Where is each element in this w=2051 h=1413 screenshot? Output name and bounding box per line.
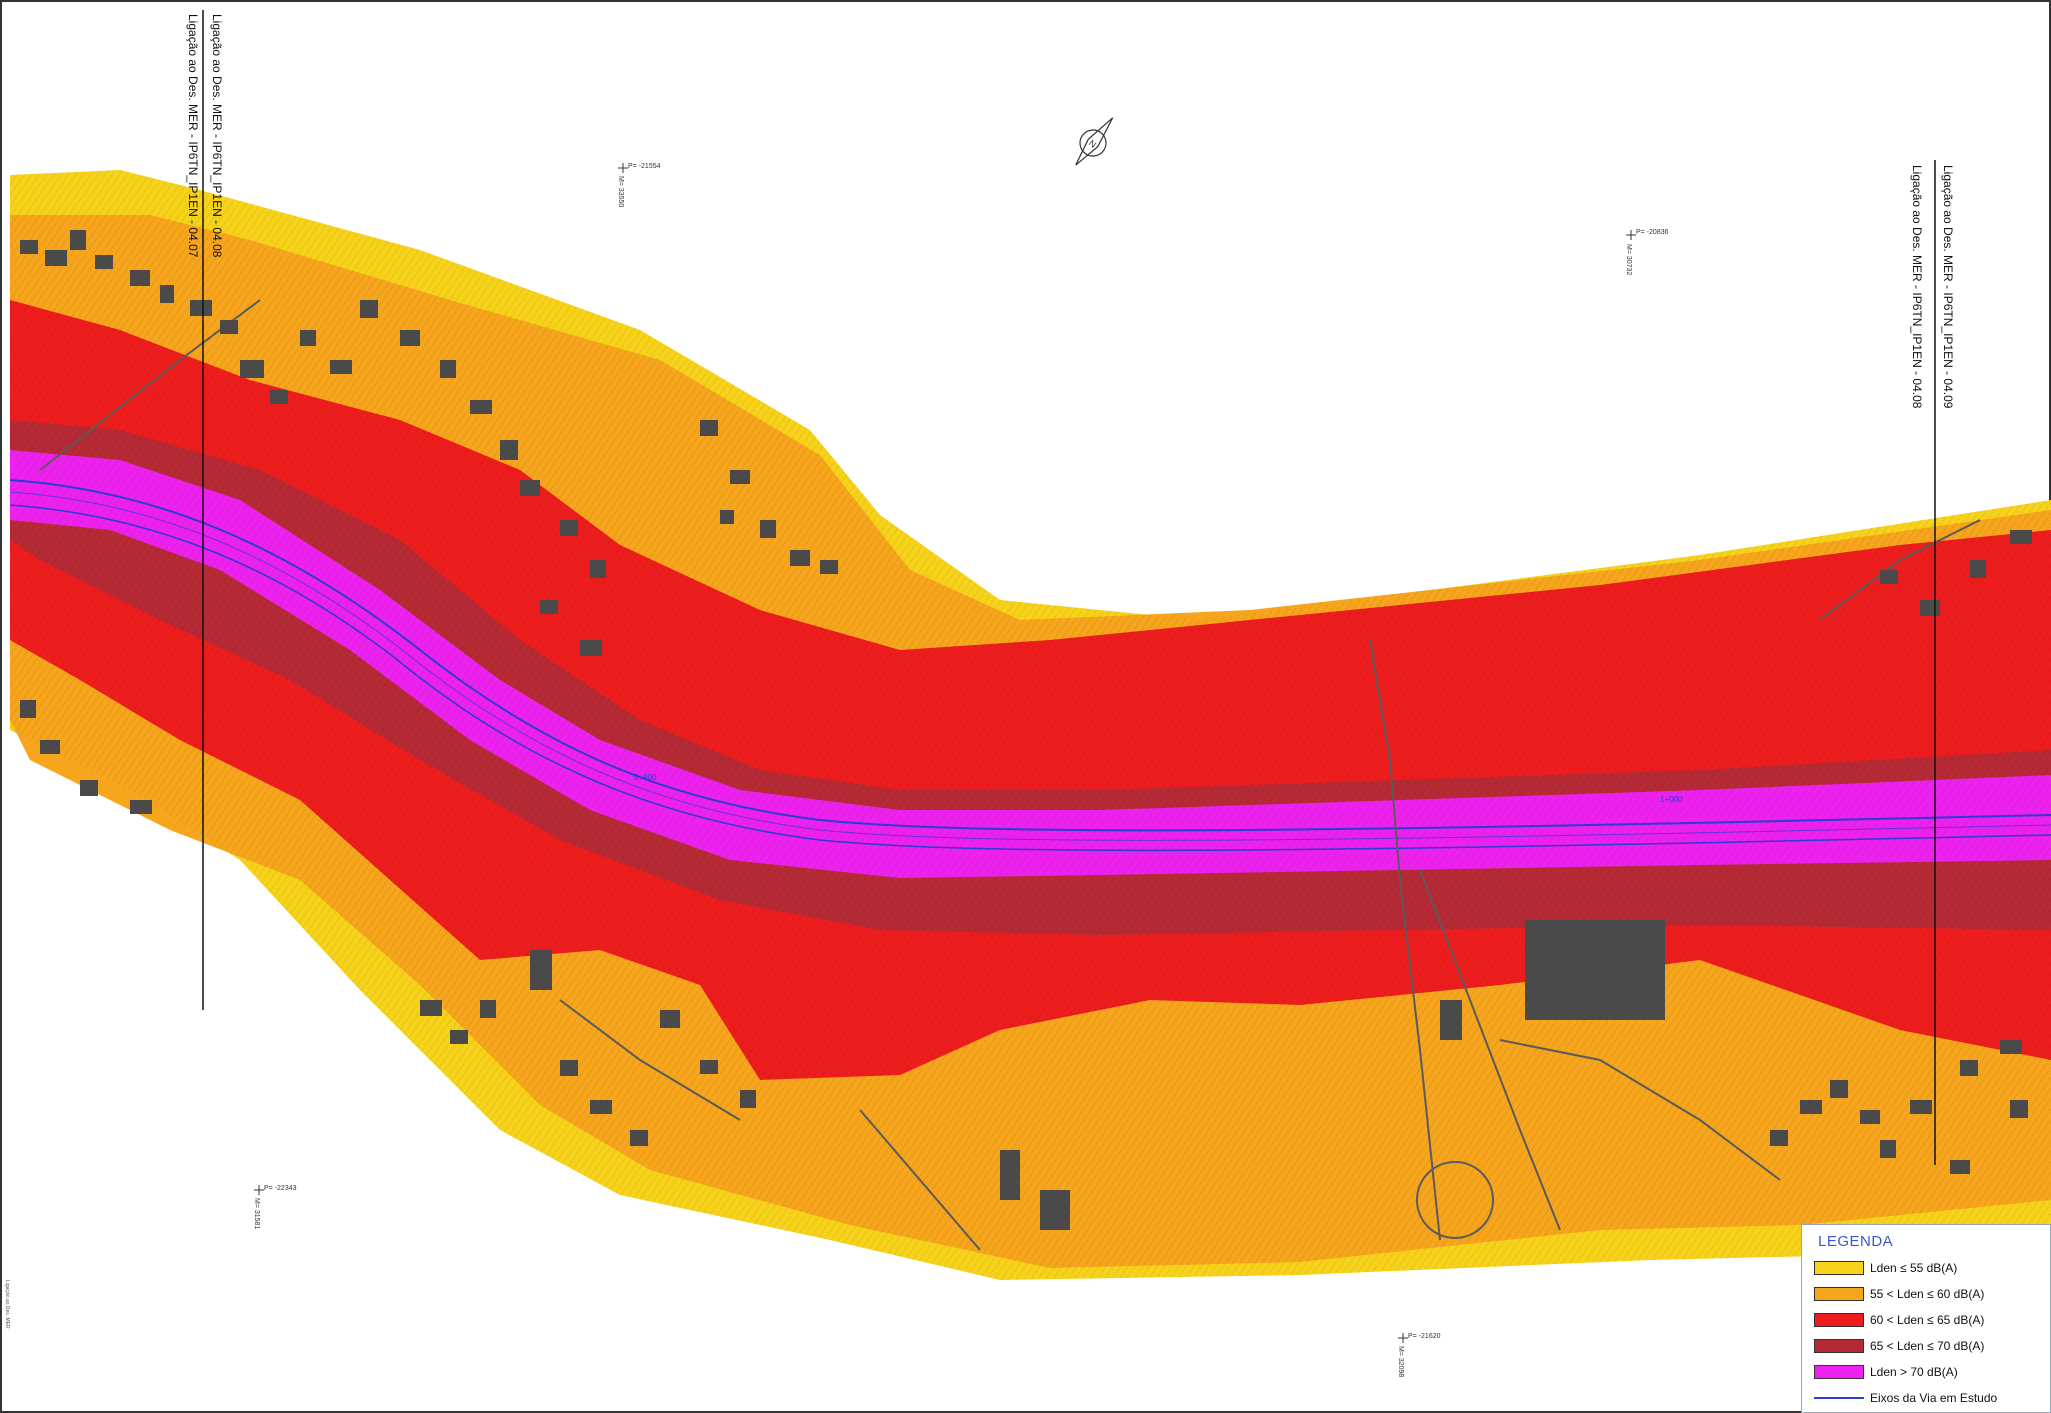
sheet-label-left-b: Ligação ao Des. MER - IP6TN_IP1EN - 04.0…	[186, 14, 200, 258]
sheet-label-right-b: Ligação ao Des. MER - IP6TN_IP1EN - 04.0…	[1910, 165, 1924, 409]
legend: LEGENDA Lden ≤ 55 dB(A) 55 < Lden ≤ 60 d…	[1801, 1224, 2051, 1413]
sheet-label-right-a: Ligação ao Des. MER - IP6TN_IP1EN - 04.0…	[1941, 165, 1955, 409]
legend-item-60-65: 60 < Lden ≤ 65 dB(A)	[1814, 1311, 1984, 1329]
north-arrow-letter: N	[1087, 138, 1098, 150]
side-strip-text: Ligação ao Des. MER	[4, 1280, 10, 1329]
legend-item-gt70: Lden > 70 dB(A)	[1814, 1363, 1958, 1381]
road-axes	[9, 479, 2051, 852]
coord-x-label: P= -21620	[1408, 1333, 1441, 1340]
legend-label: 65 < Lden ≤ 70 dB(A)	[1870, 1339, 1985, 1353]
north-arrow-icon: N	[1075, 117, 1114, 166]
legend-title: LEGENDA	[1818, 1233, 1894, 1250]
legend-item-55-60: 55 < Lden ≤ 60 dB(A)	[1814, 1285, 1984, 1303]
road-axis-main	[9, 479, 2051, 832]
legend-label: Lden ≤ 55 dB(A)	[1870, 1261, 1958, 1275]
legend-line	[1814, 1397, 1864, 1399]
chainage-label: 0+900	[634, 773, 657, 782]
legend-swatch	[1814, 1365, 1864, 1379]
legend-label: Lden > 70 dB(A)	[1870, 1365, 1958, 1379]
coord-y-label: M= 32098	[1397, 1346, 1404, 1378]
road-axis-inner	[9, 491, 2051, 841]
legend-label: Eixos da Via em Estudo	[1870, 1391, 1998, 1405]
coord-y-label: M= 31581	[253, 1198, 260, 1230]
chainage-label: 1+000	[1660, 795, 1683, 804]
large-building	[1525, 920, 1665, 1020]
road-linework	[39, 299, 1981, 1251]
legend-swatch	[1814, 1287, 1864, 1301]
roundabout	[1416, 1161, 1494, 1239]
coord-x-label: P= -22343	[264, 1185, 297, 1192]
legend-label: 60 < Lden ≤ 65 dB(A)	[1870, 1313, 1985, 1327]
coord-y-label: M= 33550	[617, 176, 624, 208]
coord-y-label: M= 30732	[1625, 244, 1632, 276]
legend-swatch	[1814, 1313, 1864, 1327]
legend-swatch	[1814, 1339, 1864, 1353]
coordinate-markers	[254, 163, 1636, 1343]
coord-x-label: P= -20836	[1636, 229, 1669, 236]
road-axis-parallel	[9, 504, 2051, 852]
legend-item-65-70: 65 < Lden ≤ 70 dB(A)	[1814, 1337, 1984, 1355]
legend-item-le55: Lden ≤ 55 dB(A)	[1814, 1259, 1957, 1277]
sheet-label-left-a: Ligação ao Des. MER - IP6TN_IP1EN - 04.0…	[210, 14, 224, 258]
legend-item-road-axis: Eixos da Via em Estudo	[1814, 1389, 1997, 1407]
coord-x-label: P= -21554	[628, 163, 661, 170]
buildings	[20, 230, 2032, 1230]
legend-swatch	[1814, 1261, 1864, 1275]
legend-label: 55 < Lden ≤ 60 dB(A)	[1870, 1287, 1985, 1301]
